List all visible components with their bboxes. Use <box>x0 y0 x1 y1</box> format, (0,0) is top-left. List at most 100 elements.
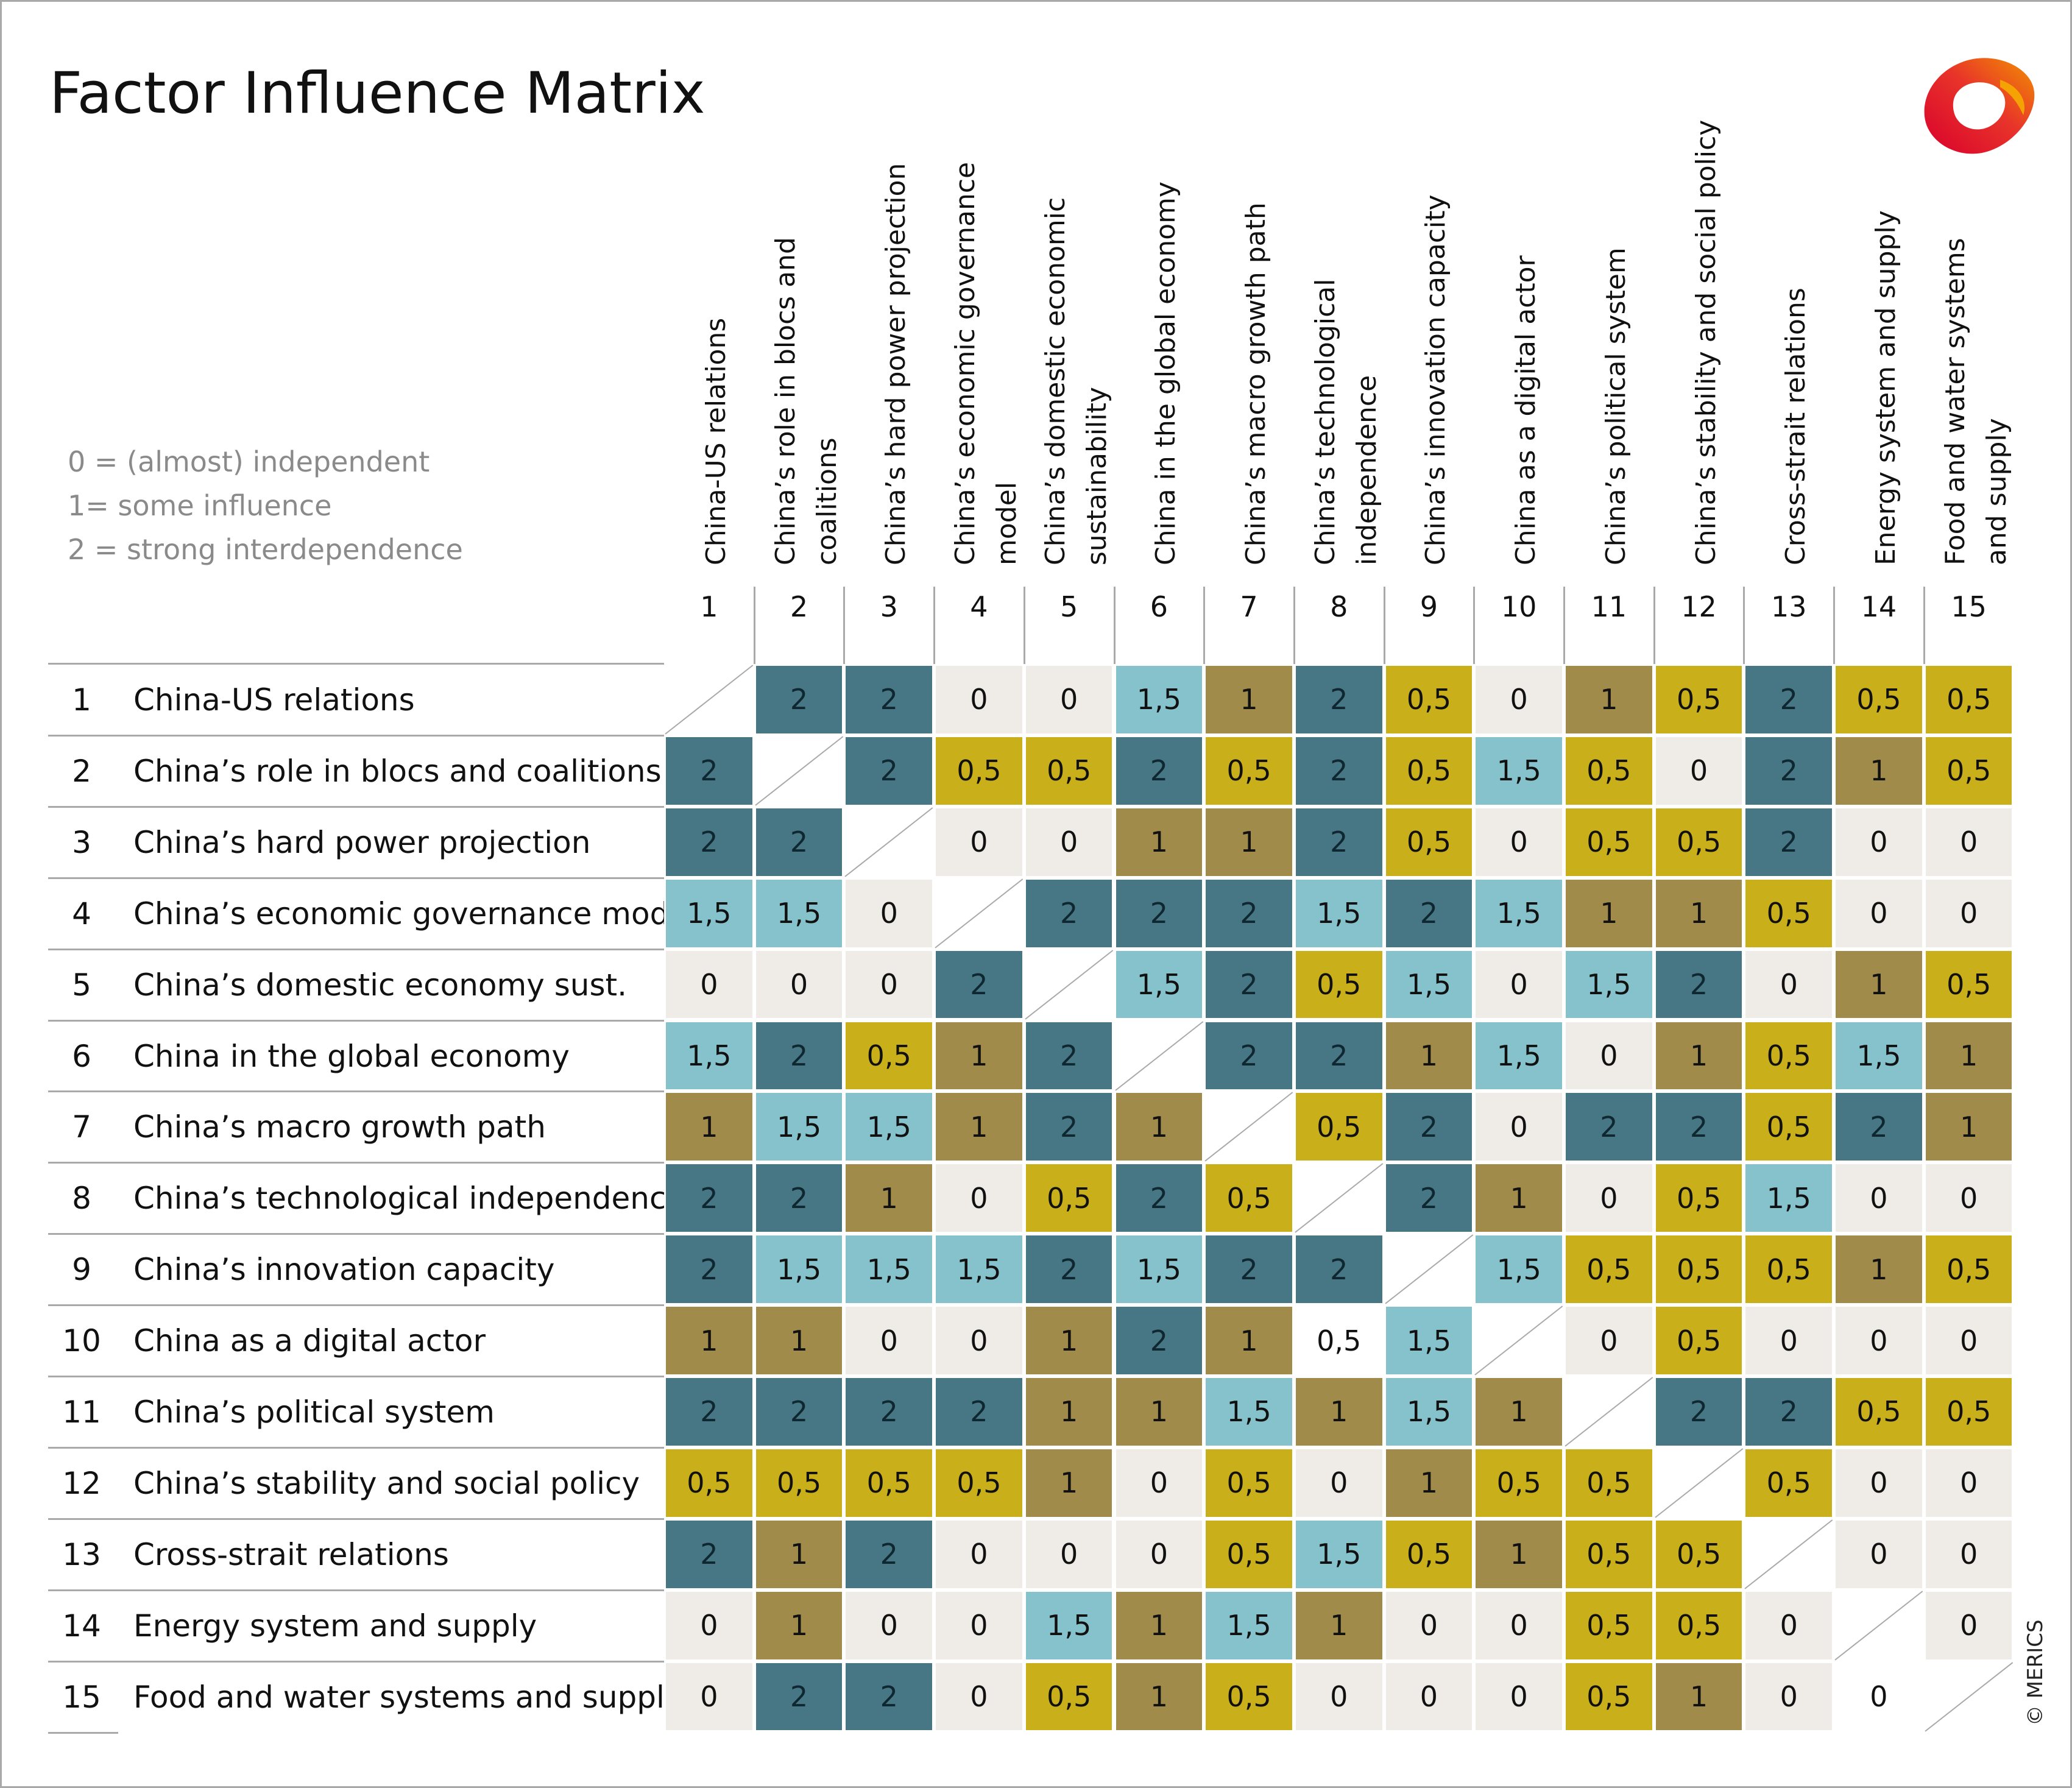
row-number: 4 <box>72 896 91 931</box>
matrix-cell: 0 <box>1834 1305 1924 1376</box>
matrix-cell: 0 <box>1384 1589 1474 1661</box>
matrix-cell: 2 <box>1384 877 1474 949</box>
column-label: independence <box>1351 375 1382 565</box>
column-label: China’s technological <box>1309 278 1341 565</box>
matrix-cell: 2 <box>844 735 935 807</box>
matrix-cell: 1,5 <box>754 877 844 949</box>
matrix-cell: 1,5 <box>1384 1305 1474 1376</box>
matrix-cell: 0 <box>1834 1518 1924 1590</box>
matrix-cell: 2 <box>1834 1091 1924 1163</box>
matrix-cell: 2 <box>1564 1091 1654 1163</box>
matrix-cell: 0 <box>1744 1661 1834 1733</box>
matrix-cell: 1,5 <box>844 1234 935 1306</box>
diagonal-cell <box>665 665 754 735</box>
column-label: Food and water systems <box>1939 238 1971 565</box>
page-title: Factor Influence Matrix <box>49 60 705 127</box>
matrix-cell: 0 <box>934 1162 1024 1234</box>
matrix-cell: 0 <box>664 1661 754 1733</box>
matrix-cell: 0 <box>1923 1305 2014 1376</box>
matrix-cell: 1,5 <box>1114 949 1204 1020</box>
matrix-cell: 0,5 <box>1474 1447 1564 1519</box>
matrix-cell: 0 <box>1474 1661 1564 1733</box>
diagonal-cell <box>1744 1519 1833 1589</box>
matrix-cell: 2 <box>934 949 1024 1020</box>
matrix-cell: 0 <box>1474 1589 1564 1661</box>
matrix-cell: 0 <box>1474 664 1564 735</box>
matrix-cell: 2 <box>1744 735 1834 807</box>
matrix-cell: 2 <box>1653 949 1744 1020</box>
column-label: sustainability <box>1081 387 1112 565</box>
matrix-cell: 0 <box>1114 1447 1204 1519</box>
matrix-cell: 0 <box>1474 949 1564 1020</box>
diagonal-cell <box>844 807 933 877</box>
copyright: © MERICS <box>2023 1619 2048 1726</box>
matrix-cell: 0 <box>664 1589 754 1661</box>
row-number: 3 <box>72 824 91 860</box>
matrix-cell: 2 <box>934 1376 1024 1447</box>
matrix-cell: 1 <box>1834 949 1924 1020</box>
matrix-cell: 2 <box>664 735 754 807</box>
column-label: China’s macro growth path <box>1240 202 1272 565</box>
matrix-cell: 2 <box>1384 1162 1474 1234</box>
diagonal-cell <box>1834 1590 1923 1661</box>
matrix-cell: 0,5 <box>1744 1020 1834 1092</box>
matrix-cell: 1 <box>1114 1661 1204 1733</box>
row-label: Energy system and supply <box>133 1608 537 1644</box>
matrix-cell: 0,5 <box>1834 664 1924 735</box>
column-number: 6 <box>1150 590 1168 623</box>
matrix-cell: 0 <box>934 664 1024 735</box>
matrix-cell: 2 <box>1114 735 1204 807</box>
row-number: 6 <box>72 1038 91 1074</box>
matrix-cell: 1 <box>1293 1376 1384 1447</box>
column-number: 2 <box>790 590 808 623</box>
column-label: China in the global economy <box>1150 181 1182 565</box>
column-label: China as a digital actor <box>1510 255 1542 565</box>
row-label: China’s innovation capacity <box>133 1252 555 1288</box>
matrix-cell: 1 <box>1923 1091 2014 1163</box>
matrix-cell: 0,5 <box>1744 1447 1834 1519</box>
matrix-cell: 2 <box>664 1376 754 1447</box>
matrix-cell: 1 <box>1384 1020 1474 1092</box>
matrix-cell: 0,5 <box>1923 1234 2014 1306</box>
matrix-cell: 0 <box>1744 1305 1834 1376</box>
row-label: China’s domestic economy sust. <box>133 967 627 1003</box>
diagonal-cell <box>1474 1306 1563 1376</box>
matrix-cell: 0 <box>1834 1661 1924 1733</box>
matrix-cell: 0 <box>1564 1305 1654 1376</box>
legend-2: 2 = strong interdependence <box>68 533 463 566</box>
matrix-cell: 1 <box>1834 735 1924 807</box>
column-separator <box>1473 587 1476 664</box>
matrix-cell: 1 <box>1114 1091 1204 1163</box>
matrix-cell: 1 <box>754 1305 844 1376</box>
column-separator <box>933 587 936 664</box>
matrix-cell: 0 <box>1744 1589 1834 1661</box>
matrix-cell: 1,5 <box>1293 1518 1384 1590</box>
matrix-cell: 0,5 <box>934 1447 1024 1519</box>
column-label: China’s hard power projection <box>880 163 912 565</box>
diagonal-cell <box>1655 1448 1744 1518</box>
column-number: 8 <box>1330 590 1348 623</box>
matrix-cell: 0,5 <box>1384 806 1474 878</box>
matrix-cell: 1 <box>1653 1020 1744 1092</box>
matrix-cell: 2 <box>1744 664 1834 735</box>
matrix-cell: 0 <box>1293 1447 1384 1519</box>
matrix-cell: 2 <box>664 1518 754 1590</box>
matrix-cell: 0 <box>1923 1518 2014 1590</box>
row-label: Cross-strait relations <box>133 1536 449 1572</box>
matrix-cell: 2 <box>1653 1091 1744 1163</box>
matrix-cell: 0,5 <box>1834 1376 1924 1447</box>
column-separator <box>1113 587 1116 664</box>
matrix-cell: 0,5 <box>1923 664 2014 735</box>
merics-logo-icon <box>1924 58 2035 154</box>
diagonal-cell <box>1204 1092 1293 1162</box>
column-separator <box>1383 587 1385 664</box>
row-number: 9 <box>72 1252 91 1288</box>
matrix-cell: 1,5 <box>1204 1376 1294 1447</box>
matrix-cell: 1 <box>1024 1447 1114 1519</box>
row-label: China-US relations <box>133 682 415 718</box>
matrix-cell: 2 <box>1204 1234 1294 1306</box>
matrix-cell: 2 <box>664 1162 754 1234</box>
row-divider <box>48 1731 118 1734</box>
matrix-cell: 2 <box>844 664 935 735</box>
matrix-cell: 2 <box>754 1376 844 1447</box>
